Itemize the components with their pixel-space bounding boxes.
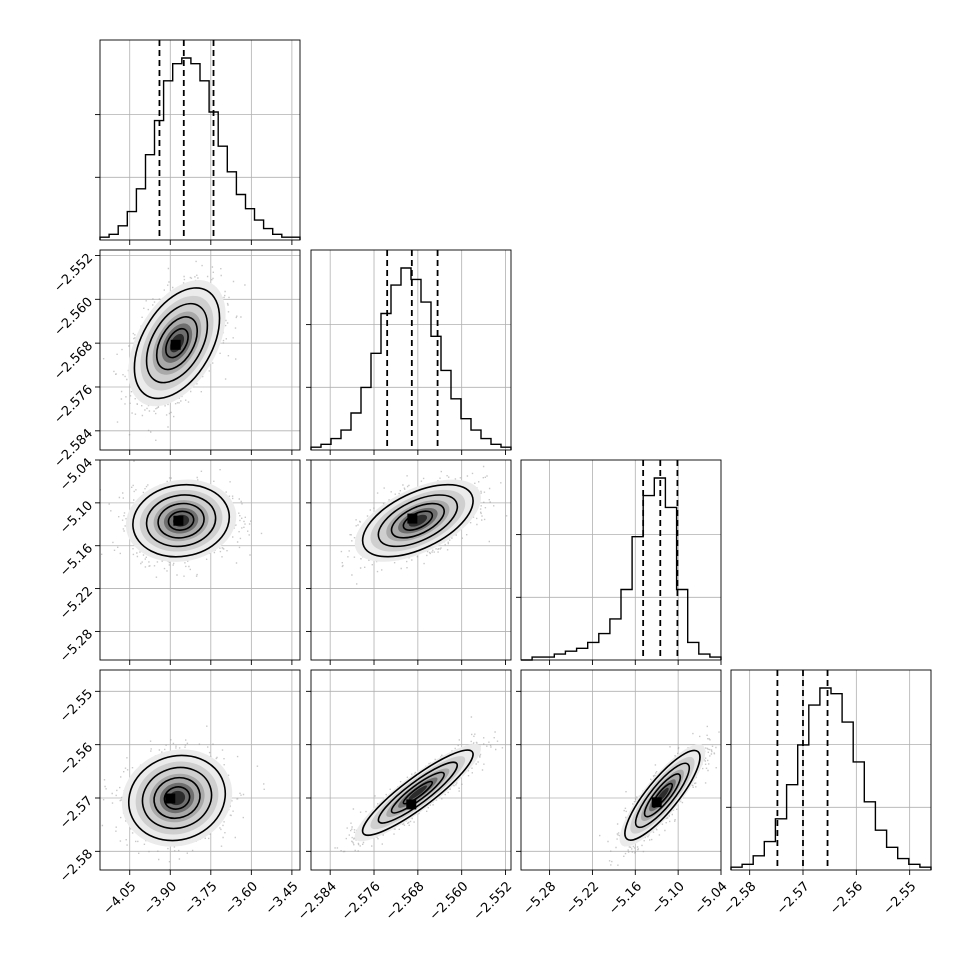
histogram-step bbox=[730, 687, 932, 870]
contour-line bbox=[153, 776, 201, 820]
panel-frame bbox=[520, 669, 722, 871]
contour-line bbox=[402, 510, 434, 531]
panel-content bbox=[100, 250, 300, 450]
histogram-step bbox=[99, 57, 301, 240]
contour-line bbox=[127, 754, 227, 842]
pair-panel-3-0 bbox=[95, 669, 301, 875]
panel-content bbox=[311, 670, 511, 870]
panel-content bbox=[311, 460, 511, 660]
contour-line bbox=[377, 494, 459, 548]
contour-line bbox=[377, 761, 459, 824]
density-peak bbox=[170, 339, 181, 350]
contour-line bbox=[157, 502, 205, 539]
hist-panel-2 bbox=[516, 459, 722, 665]
panel-frame bbox=[99, 669, 301, 871]
contour-line bbox=[145, 494, 217, 548]
panel-frame bbox=[310, 249, 512, 451]
contour-line bbox=[651, 782, 674, 808]
contour-line bbox=[390, 502, 445, 539]
contour-line bbox=[167, 510, 195, 531]
density-peak bbox=[407, 513, 418, 524]
pair-panel-1-0 bbox=[95, 249, 301, 455]
panel-frame bbox=[99, 459, 301, 661]
contour-line bbox=[141, 766, 213, 830]
density-peak bbox=[173, 515, 184, 526]
contour-line bbox=[624, 749, 701, 841]
contour-line bbox=[132, 483, 231, 558]
contour-line bbox=[145, 302, 209, 384]
contour-line bbox=[361, 749, 474, 837]
contour-line bbox=[165, 327, 189, 359]
pair-panel-2-1 bbox=[306, 459, 512, 665]
panel-frame bbox=[730, 669, 932, 871]
histogram-step bbox=[521, 477, 722, 661]
density-peak bbox=[165, 793, 176, 804]
panel-frame bbox=[520, 459, 722, 661]
contour-line bbox=[163, 786, 191, 810]
density-peak bbox=[406, 799, 417, 810]
panel-frame bbox=[99, 39, 301, 241]
contour-line bbox=[402, 780, 434, 805]
contour-line bbox=[155, 316, 199, 371]
contour-line bbox=[390, 771, 445, 814]
panel-frame bbox=[310, 669, 512, 871]
hist-panel-1 bbox=[306, 249, 512, 455]
contour-line bbox=[634, 762, 691, 829]
pair-panel-2-0 bbox=[95, 459, 301, 665]
hist-panel-0 bbox=[95, 39, 301, 245]
hist-panel-3 bbox=[726, 669, 932, 875]
contour-line bbox=[643, 773, 682, 818]
contour-line bbox=[133, 287, 221, 400]
density-fill bbox=[408, 514, 428, 527]
panel-content bbox=[100, 460, 300, 660]
panel-content bbox=[521, 670, 721, 870]
pair-panel-3-2 bbox=[516, 669, 722, 875]
density-peak bbox=[651, 797, 662, 808]
panel-frame bbox=[99, 249, 301, 451]
density-fill bbox=[408, 785, 427, 800]
panel-frame bbox=[310, 459, 512, 661]
pair-panel-3-1 bbox=[306, 669, 512, 875]
panel-content bbox=[100, 670, 300, 870]
contour-line bbox=[361, 483, 474, 558]
